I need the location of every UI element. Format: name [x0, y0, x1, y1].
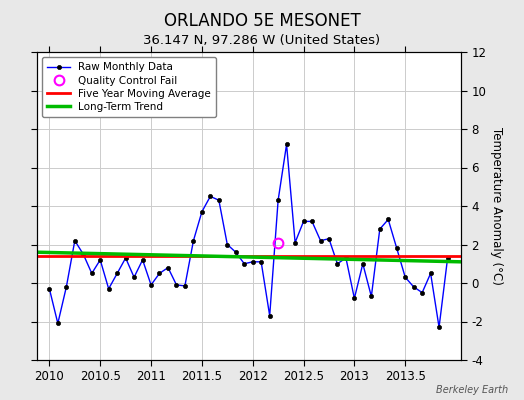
Raw Monthly Data [148, 282, 154, 287]
Raw Monthly Data [131, 275, 137, 280]
Raw Monthly Data [156, 271, 162, 276]
Text: Berkeley Earth: Berkeley Earth [436, 385, 508, 395]
Raw Monthly Data [165, 265, 171, 270]
Raw Monthly Data [309, 219, 315, 224]
Raw Monthly Data [267, 313, 273, 318]
Raw Monthly Data [444, 256, 451, 260]
Raw Monthly Data [394, 246, 400, 251]
Raw Monthly Data [89, 271, 95, 276]
Legend: Raw Monthly Data, Quality Control Fail, Five Year Moving Average, Long-Term Tren: Raw Monthly Data, Quality Control Fail, … [42, 57, 216, 117]
Raw Monthly Data [326, 236, 332, 241]
Raw Monthly Data [207, 194, 213, 199]
Raw Monthly Data [343, 256, 349, 260]
Raw Monthly Data [402, 275, 408, 280]
Raw Monthly Data [249, 260, 256, 264]
Raw Monthly Data [275, 198, 281, 203]
Line: Raw Monthly Data: Raw Monthly Data [47, 142, 450, 329]
Raw Monthly Data [377, 227, 383, 232]
Raw Monthly Data [318, 238, 324, 243]
Raw Monthly Data [224, 242, 231, 247]
Raw Monthly Data [436, 325, 442, 330]
Raw Monthly Data [63, 284, 70, 289]
Raw Monthly Data [292, 240, 298, 245]
Raw Monthly Data [105, 286, 112, 291]
Raw Monthly Data [123, 256, 129, 260]
Raw Monthly Data [54, 321, 61, 326]
Raw Monthly Data [97, 258, 103, 262]
Raw Monthly Data [334, 261, 341, 266]
Raw Monthly Data [359, 261, 366, 266]
Raw Monthly Data [199, 209, 205, 214]
Raw Monthly Data [80, 252, 86, 256]
Raw Monthly Data [182, 284, 188, 288]
Raw Monthly Data [139, 258, 146, 262]
Raw Monthly Data [233, 250, 239, 254]
Text: 36.147 N, 97.286 W (United States): 36.147 N, 97.286 W (United States) [144, 34, 380, 47]
Raw Monthly Data [173, 282, 180, 287]
Raw Monthly Data [428, 271, 434, 276]
Y-axis label: Temperature Anomaly (°C): Temperature Anomaly (°C) [490, 127, 503, 285]
Raw Monthly Data [283, 142, 290, 147]
Raw Monthly Data [419, 290, 425, 295]
Raw Monthly Data [410, 284, 417, 289]
Raw Monthly Data [368, 294, 375, 299]
Raw Monthly Data [258, 260, 264, 264]
Raw Monthly Data [241, 261, 247, 266]
Raw Monthly Data [114, 271, 121, 276]
Raw Monthly Data [351, 296, 357, 301]
Raw Monthly Data [46, 286, 52, 291]
Raw Monthly Data [190, 238, 196, 243]
Raw Monthly Data [216, 198, 222, 203]
Text: ORLANDO 5E MESONET: ORLANDO 5E MESONET [163, 12, 361, 30]
Raw Monthly Data [72, 238, 78, 243]
Raw Monthly Data [300, 219, 307, 224]
Raw Monthly Data [385, 217, 391, 222]
